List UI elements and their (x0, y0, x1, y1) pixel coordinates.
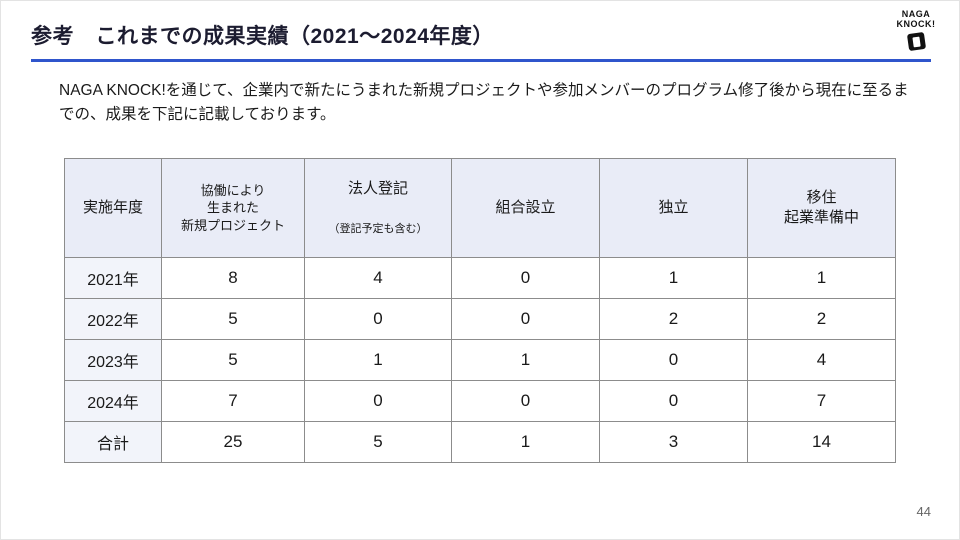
header-fiscal-year: 実施年度 (64, 158, 162, 258)
value-cell: 0 (599, 338, 748, 381)
value-cell: 1 (747, 256, 896, 299)
header-corporate-registration-sub: （登記予定も含む） (328, 222, 428, 235)
value-cell: 1 (451, 420, 600, 463)
value-cell: 1 (599, 256, 748, 299)
value-cell: 0 (599, 379, 748, 422)
body-paragraph: NAGA KNOCK!を通じて、企業内で新たにうまれた新規プロジェクトや参加メン… (59, 82, 909, 124)
header-corporate-registration-main: 法人登記 (347, 180, 408, 198)
table-header-row: 実施年度 協働により 生まれた 新規プロジェクト 法人登記 （登記予定も含む） … (64, 158, 896, 258)
row-label: 2021年 (64, 256, 162, 299)
results-table: 実施年度 協働により 生まれた 新規プロジェクト 法人登記 （登記予定も含む） … (64, 158, 896, 463)
value-cell: 4 (747, 338, 896, 381)
value-cell: 2 (599, 297, 748, 340)
table-row-2022: 2022年 5 0 0 2 2 (64, 297, 896, 340)
value-cell: 14 (747, 420, 896, 463)
value-cell: 7 (747, 379, 896, 422)
page-title: 参考 これまでの成果実績（2021〜2024年度） (31, 25, 494, 48)
value-cell: 0 (451, 256, 600, 299)
value-cell: 0 (304, 379, 452, 422)
header-migration-startup-prep: 移住 起業準備中 (747, 158, 896, 258)
value-cell: 4 (304, 256, 452, 299)
header-corporate-registration: 法人登記 （登記予定も含む） (304, 158, 452, 258)
row-label: 合計 (64, 420, 162, 463)
value-cell: 8 (161, 256, 305, 299)
results-table-container: 実施年度 協働により 生まれた 新規プロジェクト 法人登記 （登記予定も含む） … (64, 158, 896, 463)
logo-text: NAGA KNOCK! (896, 9, 936, 30)
header-independence: 独立 (599, 158, 748, 258)
value-cell: 0 (304, 297, 452, 340)
value-cell: 5 (304, 420, 452, 463)
table-row-2023: 2023年 5 1 1 0 4 (64, 338, 896, 381)
value-cell: 2 (747, 297, 896, 340)
knocking-door-icon (906, 31, 926, 51)
row-label: 2022年 (64, 297, 162, 340)
naga-knock-logo: NAGA KNOCK! (891, 9, 941, 51)
value-cell: 3 (599, 420, 748, 463)
value-cell: 0 (451, 297, 600, 340)
value-cell: 5 (161, 297, 305, 340)
value-cell: 7 (161, 379, 305, 422)
row-label: 2023年 (64, 338, 162, 381)
title-divider (31, 59, 931, 62)
value-cell: 1 (304, 338, 452, 381)
table-row-2021: 2021年 8 4 0 1 1 (64, 256, 896, 299)
header-union-establishment: 組合設立 (451, 158, 600, 258)
table-row-total: 合計 25 5 1 3 14 (64, 420, 896, 463)
row-label: 2024年 (64, 379, 162, 422)
value-cell: 5 (161, 338, 305, 381)
table-row-2024: 2024年 7 0 0 0 7 (64, 379, 896, 422)
value-cell: 0 (451, 379, 600, 422)
page-number: 44 (916, 504, 931, 519)
header-new-projects: 協働により 生まれた 新規プロジェクト (161, 158, 305, 258)
value-cell: 25 (161, 420, 305, 463)
value-cell: 1 (451, 338, 600, 381)
